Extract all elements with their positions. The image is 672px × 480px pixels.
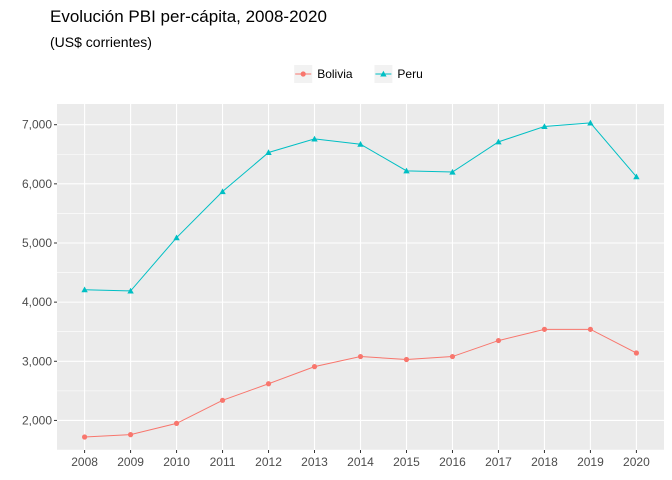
data-point-bolivia	[357, 353, 364, 360]
data-point-bolivia	[265, 381, 272, 387]
y-tick-label: 4,000	[22, 295, 52, 309]
data-point-bolivia	[633, 350, 640, 356]
legend-label-peru: Peru	[397, 67, 422, 81]
legend-label-bolivia: Bolivia	[317, 67, 353, 81]
series-peru	[81, 119, 640, 294]
x-tick-label: 2014	[347, 455, 374, 469]
data-point-peru	[311, 135, 318, 142]
x-tick-label: 2018	[531, 455, 558, 469]
axes: 2,000 3,000 4,000 5,000 6,000 7,000 2008 2009 20…	[22, 118, 650, 469]
data-point-bolivia	[127, 432, 134, 438]
y-tick-label: 7,000	[22, 118, 52, 132]
data-point-peru	[495, 138, 502, 145]
data-point-peru	[219, 188, 226, 195]
chart-title: Evolución PBI per-cápita, 2008-2020	[50, 7, 327, 26]
data-point-bolivia	[449, 353, 456, 360]
x-tick-label: 2017	[485, 455, 512, 469]
data-point-peru	[449, 168, 456, 175]
data-point-peru	[587, 119, 594, 126]
data-point-bolivia	[219, 397, 226, 403]
legend-key-marker-bolivia	[300, 71, 306, 77]
chart-subtitle: (US$ corrientes)	[50, 34, 152, 50]
data-point-bolivia	[173, 420, 180, 426]
x-tick-label: 2020	[623, 455, 650, 469]
data-point-peru	[265, 149, 272, 156]
data-point-peru	[357, 141, 364, 147]
data-point-bolivia	[587, 326, 594, 332]
legend-item-peru: Peru	[374, 65, 423, 83]
x-tick-label: 2010	[163, 455, 190, 469]
data-point-bolivia	[403, 356, 410, 363]
x-tick-label: 2019	[577, 455, 604, 469]
data-point-peru	[403, 167, 410, 174]
y-tick-label: 5,000	[22, 236, 52, 250]
data-point-peru	[633, 173, 640, 180]
x-tick-label: 2015	[393, 455, 420, 469]
data-point-bolivia	[81, 434, 88, 440]
legend: Bolivia Peru	[294, 65, 423, 83]
data-point-bolivia	[495, 337, 502, 344]
data-point-bolivia	[541, 326, 548, 332]
legend-item-bolivia: Bolivia	[294, 65, 353, 83]
x-tick-label: 2009	[117, 455, 144, 469]
data-point-peru	[173, 234, 180, 241]
x-tick-label: 2011	[210, 455, 236, 469]
legend-key-marker-peru	[380, 70, 387, 77]
data-point-peru	[541, 123, 548, 130]
data-point-peru	[81, 286, 88, 293]
x-tick-label: 2012	[255, 455, 282, 469]
series-layer	[81, 119, 640, 440]
x-tick-label: 2008	[71, 455, 98, 469]
x-tick-label: 2016	[439, 455, 466, 469]
x-tick-label: 2013	[301, 455, 328, 469]
data-point-bolivia	[311, 364, 318, 370]
data-point-peru	[127, 287, 134, 294]
y-tick-label: 2,000	[22, 413, 52, 427]
y-tick-label: 6,000	[22, 177, 52, 191]
y-tick-label: 3,000	[22, 354, 52, 368]
series-bolivia	[81, 326, 640, 440]
